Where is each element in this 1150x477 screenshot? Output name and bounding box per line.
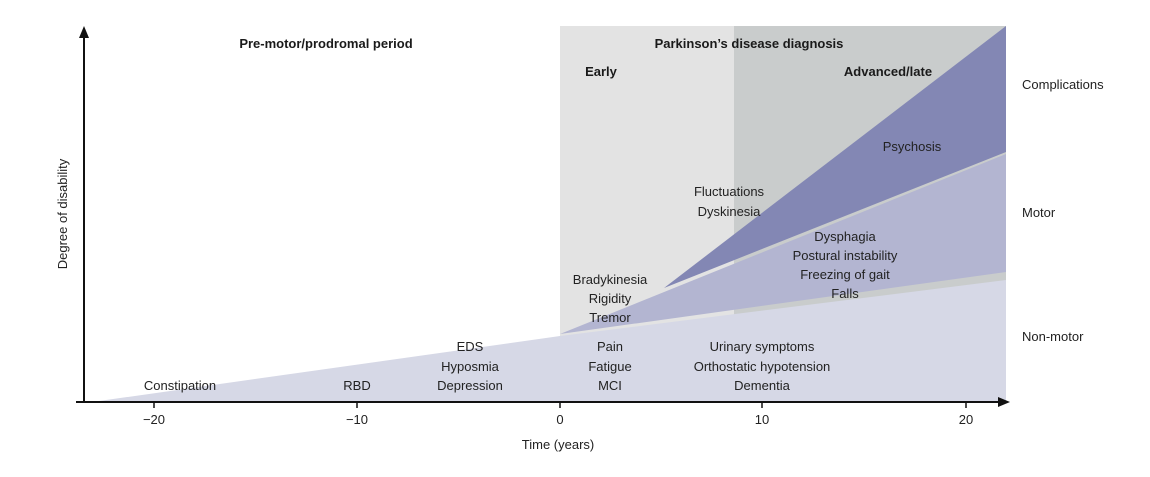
symptom-orthostatic-hypotension: Orthostatic hypotension: [694, 359, 831, 374]
late-header: Advanced/late: [844, 64, 932, 79]
complications-area: [664, 26, 1006, 288]
diagnosis-header: Parkinson’s disease diagnosis: [655, 36, 844, 51]
motor-area: [560, 154, 1006, 334]
symptom-rbd: RBD: [343, 378, 370, 393]
prodromal-header: Pre-motor/prodromal period: [239, 36, 412, 51]
symptom-mci: MCI: [598, 378, 622, 393]
x-axis-title: Time (years): [522, 437, 594, 452]
motor-label: Motor: [1022, 205, 1056, 220]
complications-label: Complications: [1022, 77, 1104, 92]
symptom-dementia: Dementia: [734, 378, 790, 393]
symptom-falls: Falls: [831, 286, 859, 301]
y-axis-title: Degree of disability: [55, 158, 70, 269]
symptom-dyskinesia: Dyskinesia: [698, 204, 762, 219]
symptom-depression: Depression: [437, 378, 503, 393]
x-tick-label: −20: [143, 412, 165, 427]
symptom-fluctuations: Fluctuations: [694, 184, 765, 199]
symptom-freezing-of-gait: Freezing of gait: [800, 267, 890, 282]
symptom-dysphagia: Dysphagia: [814, 229, 876, 244]
symptom-rigidity: Rigidity: [589, 291, 632, 306]
symptom-pain: Pain: [597, 339, 623, 354]
symptom-constipation: Constipation: [144, 378, 216, 393]
symptom-tremor: Tremor: [589, 310, 631, 325]
symptom-fatigue: Fatigue: [588, 359, 631, 374]
symptom-eds: EDS: [457, 339, 484, 354]
early-header: Early: [585, 64, 618, 79]
x-axis-arrow: [998, 397, 1010, 407]
symptom-psychosis: Psychosis: [883, 139, 942, 154]
symptom-hyposmia: Hyposmia: [441, 359, 500, 374]
x-tick-label: −10: [346, 412, 368, 427]
x-ticks: −20 −10 0 10 20: [143, 402, 973, 427]
y-axis-arrow: [79, 26, 89, 38]
non-motor-label: Non-motor: [1022, 329, 1084, 344]
x-tick-label: 20: [959, 412, 973, 427]
symptom-urinary: Urinary symptoms: [710, 339, 815, 354]
symptom-bradykinesia: Bradykinesia: [573, 272, 648, 287]
x-tick-label: 10: [755, 412, 769, 427]
symptom-postural-instability: Postural instability: [793, 248, 898, 263]
x-tick-label: 0: [556, 412, 563, 427]
non-motor-area: [92, 280, 1006, 402]
